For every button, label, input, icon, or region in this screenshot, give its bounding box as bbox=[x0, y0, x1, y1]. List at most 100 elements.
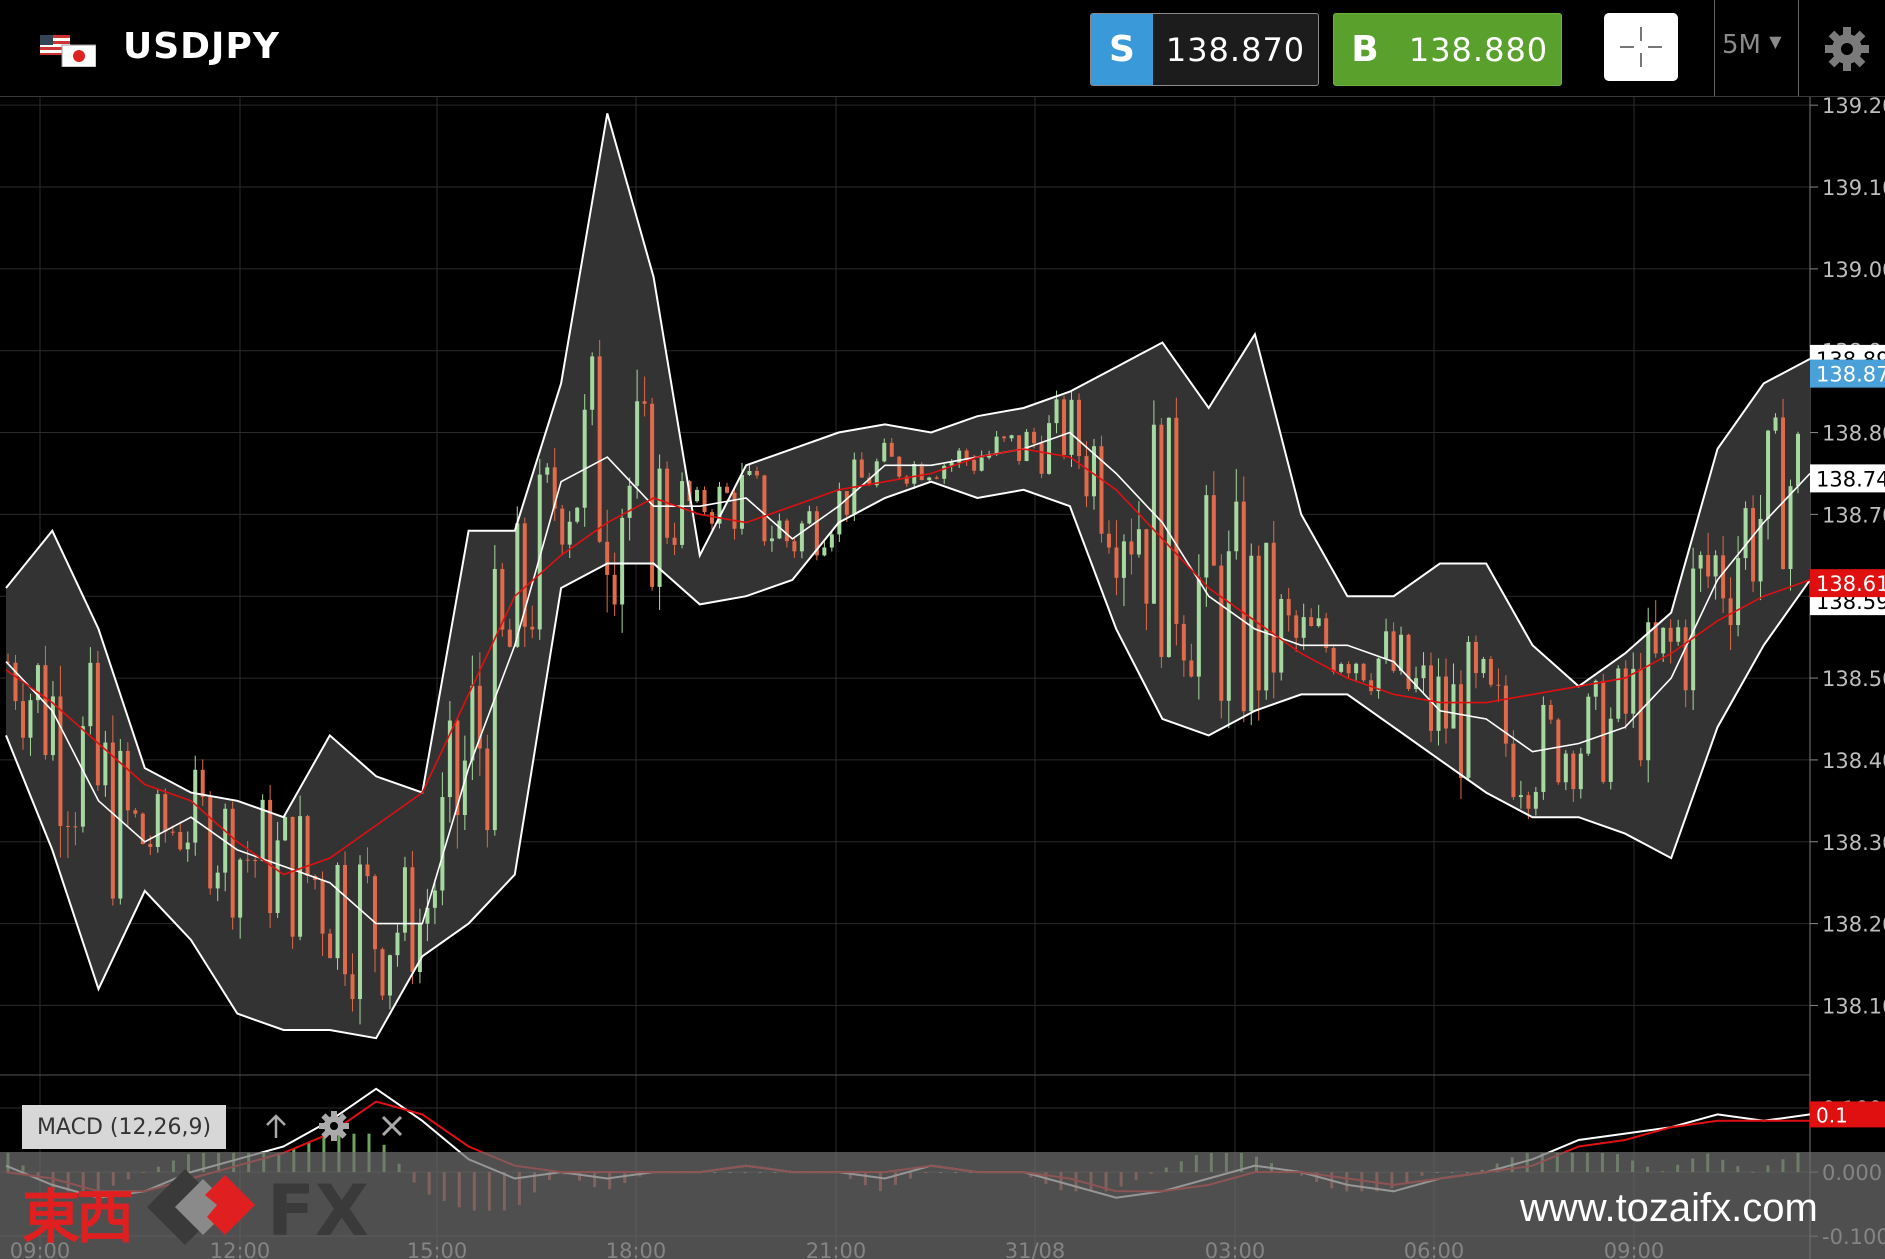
candle-body bbox=[230, 808, 235, 918]
candle-body bbox=[904, 476, 909, 484]
y-tick-label: 138.70 bbox=[1822, 503, 1885, 527]
candle-body bbox=[784, 520, 789, 542]
sell-price: 138.870 bbox=[1165, 30, 1306, 69]
candle-body bbox=[148, 843, 153, 847]
candle-body bbox=[799, 523, 804, 552]
candle-body bbox=[298, 816, 303, 937]
candle-body bbox=[1249, 555, 1254, 712]
candle-body bbox=[1226, 551, 1231, 701]
candle-body bbox=[1668, 627, 1673, 642]
candle-body bbox=[245, 859, 250, 861]
watermark-kanji: 東西 bbox=[22, 1183, 134, 1251]
candle-body bbox=[1189, 660, 1194, 677]
candle-body bbox=[125, 750, 130, 811]
candle-body bbox=[1062, 399, 1067, 455]
candle-body bbox=[897, 456, 902, 477]
candle-body bbox=[642, 401, 647, 404]
candle-body bbox=[1661, 627, 1666, 654]
price-badges: 138.89138.870138.744138.594138.616 bbox=[1810, 344, 1885, 616]
candle-body bbox=[620, 517, 625, 605]
candle-body bbox=[290, 816, 295, 937]
close-icon[interactable] bbox=[374, 1106, 410, 1146]
candle-body bbox=[844, 491, 849, 515]
candle-body bbox=[769, 538, 774, 542]
candle-body bbox=[1106, 533, 1111, 548]
candle-body bbox=[507, 629, 512, 647]
candle-body bbox=[13, 662, 18, 702]
candle-body bbox=[1376, 658, 1381, 692]
candle-body bbox=[350, 974, 355, 1000]
candle-body bbox=[163, 794, 168, 832]
candle-body bbox=[1414, 678, 1419, 689]
timeframe-select[interactable]: 5M ▼ bbox=[1722, 30, 1792, 64]
candle-body bbox=[500, 568, 505, 630]
candle-body bbox=[537, 474, 542, 630]
candle-body bbox=[65, 825, 70, 827]
candle-body bbox=[110, 742, 115, 899]
candle-body bbox=[1473, 641, 1478, 674]
candle-body bbox=[1751, 508, 1756, 582]
y-tick-label: 138.30 bbox=[1822, 831, 1885, 855]
sell-button[interactable]: S 138.870 bbox=[1090, 13, 1319, 86]
candle-body bbox=[522, 523, 527, 627]
candle-body bbox=[1121, 541, 1126, 578]
candle-body bbox=[238, 859, 243, 918]
crosshair-icon[interactable] bbox=[1604, 13, 1678, 81]
candle-body bbox=[1039, 443, 1044, 474]
candle-body bbox=[1391, 631, 1396, 671]
candle-body bbox=[889, 442, 894, 457]
candle-body bbox=[867, 477, 872, 486]
candle-body bbox=[58, 696, 63, 826]
candle-body bbox=[1796, 433, 1800, 487]
candle-body bbox=[1488, 659, 1493, 685]
candle-body bbox=[1241, 501, 1246, 712]
candle-body bbox=[1541, 704, 1546, 792]
candle-body bbox=[814, 511, 819, 556]
candle-body bbox=[964, 450, 969, 460]
moving-average-line bbox=[5, 448, 1811, 876]
gear-icon[interactable] bbox=[1822, 24, 1872, 74]
gear-icon[interactable] bbox=[316, 1106, 352, 1146]
candle-body bbox=[1077, 399, 1082, 457]
indicator-label[interactable]: MACD (12,26,9) bbox=[22, 1105, 226, 1149]
price-badge bbox=[1810, 569, 1885, 598]
candle-body bbox=[1346, 664, 1351, 674]
bollinger-lower-line bbox=[5, 480, 1811, 1040]
candle-body bbox=[560, 508, 565, 545]
candle-body bbox=[575, 507, 580, 522]
candle-body bbox=[702, 489, 707, 513]
y-tick-label: 138.20 bbox=[1822, 913, 1885, 937]
candle-body bbox=[1466, 641, 1471, 778]
candle-body bbox=[1181, 623, 1186, 661]
candle-body bbox=[1698, 555, 1703, 569]
candle-body bbox=[185, 842, 190, 850]
candle-body bbox=[927, 477, 932, 481]
candle-body bbox=[949, 462, 954, 466]
candle-body bbox=[1331, 647, 1336, 672]
candle-body bbox=[807, 511, 812, 524]
candle-body bbox=[792, 541, 797, 552]
candle-body bbox=[530, 626, 535, 630]
candle-body bbox=[50, 696, 55, 756]
candle-body bbox=[1631, 668, 1636, 714]
buy-button[interactable]: B 138.880 bbox=[1333, 13, 1562, 86]
candle-body bbox=[590, 356, 595, 410]
candle-body bbox=[1421, 665, 1426, 679]
candle-body bbox=[1781, 417, 1786, 570]
candle-body bbox=[1646, 622, 1651, 761]
candle-body bbox=[328, 933, 333, 959]
candle-body bbox=[410, 867, 415, 973]
candle-body bbox=[1593, 680, 1598, 697]
candle-body bbox=[739, 474, 744, 529]
candle-body bbox=[822, 547, 827, 556]
candle-body bbox=[425, 907, 430, 924]
candle-body bbox=[193, 769, 198, 843]
candle-body bbox=[1623, 668, 1628, 714]
arrow-up-icon[interactable] bbox=[258, 1106, 294, 1146]
candle-body bbox=[387, 955, 392, 996]
candle-body bbox=[650, 403, 655, 587]
candle-body bbox=[372, 876, 377, 950]
candle-body bbox=[1159, 424, 1164, 657]
candle-body bbox=[1002, 436, 1007, 439]
